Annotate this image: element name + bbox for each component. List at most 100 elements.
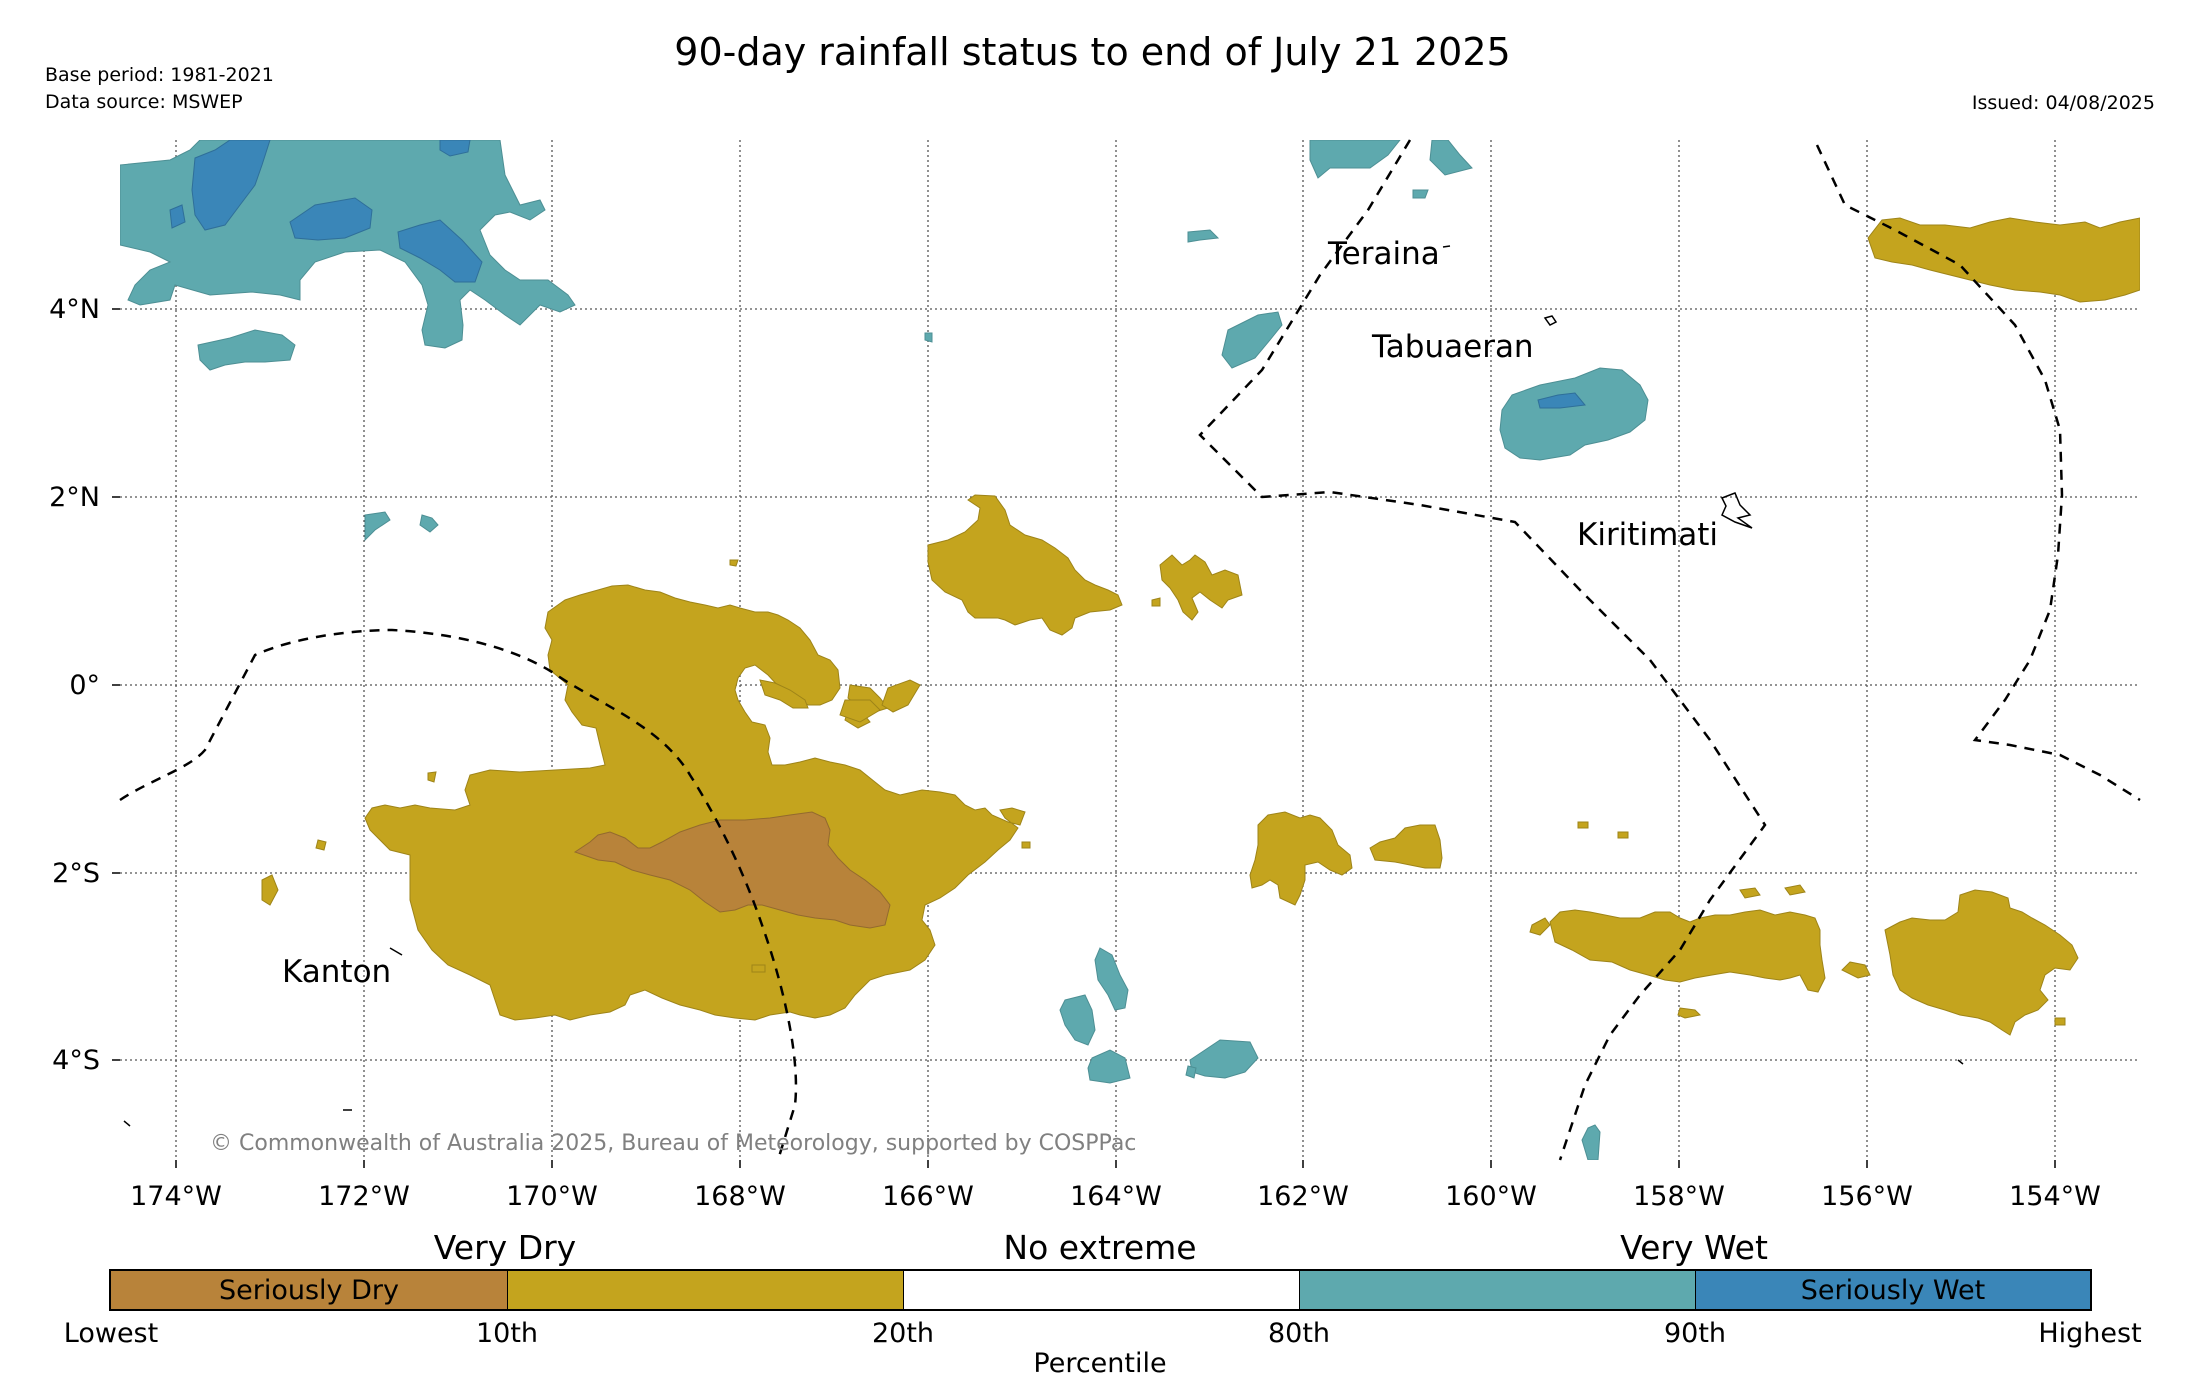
legend-tick-80th: 80th [1267,1318,1331,1349]
map-gridlines [120,140,2140,1160]
very-dry-patch-21 [1021,841,1031,849]
legend-box-very-wet [1299,1269,1696,1311]
very-dry-patch-13 [261,874,279,906]
lat-tick-4n: 4°N [49,294,100,325]
legend-tick-90th: 90th [1663,1318,1727,1349]
lon-tick-168w: 168°W [694,1181,786,1212]
seriously-wet-patch-1 [191,140,271,231]
lat-tick-0: 0° [69,670,100,701]
very-dry-patch-19 [1617,831,1629,839]
very-dry-patch-17 [1151,597,1161,607]
island-kiritimati [1720,492,1753,529]
very-dry-region-2 [927,494,1123,636]
seriously-wet-patch-2 [289,197,373,241]
boundary-lines [119,139,2141,1161]
legend-box-very-dry [507,1269,904,1311]
lon-tick-154w: 154°W [2009,1181,2101,1212]
island-kanton [389,947,403,956]
place-label-kiritimati: Kiritimati [1577,517,1718,553]
legend-box-seriously-wet: Seriously Wet [1695,1269,2092,1311]
very-wet-patch-10 [1094,947,1129,1011]
very-dry-patch-9 [1677,1007,1702,1019]
legend-tick-lowest: Lowest [63,1318,159,1349]
legend-box-label-seriously-wet: Seriously Wet [1800,1274,1986,1306]
seriously-dry-region [573,811,891,929]
very-dry-region-east-2 [1884,889,2079,1036]
base-period: Base period: 1981-2021 [45,64,274,86]
legend-tick-highest: Highest [2038,1318,2142,1349]
lon-tick-174w: 174°W [130,1181,222,1212]
seriously-dry-regions [573,811,891,929]
lon-tick-156w: 156°W [1821,1181,1913,1212]
very-dry-patch-1 [759,679,809,709]
very-dry-patch-20 [2054,1017,2066,1026]
lat-tick-4s: 4°S [52,1045,100,1076]
place-label-tabuaeran: Tabuaeran [1371,329,1534,365]
legend-box-no-extreme [903,1269,1300,1311]
very-wet-patch-6 [1412,189,1429,199]
island-fragment-3 [123,1120,131,1127]
boundary-kiribati-west [119,628,798,1161]
legend-box-label-seriously-dry: Seriously Dry [219,1274,399,1306]
legend-box-seriously-dry: Seriously Dry [109,1269,508,1311]
lon-tick-166w: 166°W [882,1181,974,1212]
very-dry-patch-22 [751,964,766,973]
seriously-wet-patch-6 [1537,392,1586,409]
very-dry-patch-12 [1784,884,1806,896]
place-label-teraina: Teraina [1327,236,1440,272]
legend-axis-label: Percentile [1033,1348,1167,1379]
very-dry-patch-8 [1841,961,1871,979]
very-wet-patch-15 [1581,1124,1601,1160]
very-wet-region-nw [120,140,576,349]
very-wet-patch-13 [1189,1039,1259,1079]
very-dry-patch-16 [729,559,739,567]
seriously-wet-regions [169,140,1586,409]
metadata-left: Base period: 1981-2021 Data source: MSWE… [45,62,274,116]
island-outlines [123,245,1964,1127]
lat-tick-2n: 2°N [49,482,100,513]
very-dry-region-main [364,584,1026,1021]
very-wet-patch-8 [1221,311,1283,369]
island-fragment-2 [1957,1059,1964,1065]
very-wet-patch-3 [419,514,439,533]
lon-tick-164w: 164°W [1070,1181,1162,1212]
very-wet-patch-7 [1187,229,1220,243]
very-wet-patch-5 [1429,140,1473,176]
very-wet-patch-9 [924,332,933,343]
seriously-wet-patch-5 [169,204,186,229]
very-wet-tabuaeran [1499,367,1649,461]
lon-tick-170w: 170°W [506,1181,598,1212]
island-tabuaeran [1543,315,1558,326]
very-dry-region-3 [1159,554,1243,621]
legend-label-very-dry: Very Dry [433,1228,577,1267]
very-dry-region-east-1 [1549,909,1826,993]
very-dry-patch-15 [427,771,437,783]
seriously-wet-patch-4 [439,140,471,157]
place-label-kanton: Kanton [282,954,391,990]
very-dry-patch-5 [881,679,921,713]
very-dry-patch-10 [1529,917,1551,936]
legend-tick-10th: 10th [475,1318,539,1349]
very-wet-regions [120,140,1649,1160]
map-frame [120,140,2140,1160]
very-dry-patch-7 [1369,824,1443,869]
very-wet-patch-1 [197,329,296,371]
boundary-kiribati-central [1198,139,1767,1161]
lat-tick-2s: 2°S [52,858,100,889]
legend-tick-20th: 20th [871,1318,935,1349]
very-dry-patch-4 [839,699,881,723]
very-wet-patch-4 [1309,140,1401,179]
very-wet-patch-11 [1059,994,1096,1046]
lon-tick-160w: 160°W [1445,1181,1537,1212]
seriously-wet-patch-3 [397,219,483,283]
boundary-kiribati-east [1815,144,2141,802]
map-title: 90-day rainfall status to end of July 21… [674,30,1511,74]
very-wet-patch-14 [1185,1065,1197,1079]
issued-date: Issued: 04/08/2025 [1971,92,2155,114]
lon-tick-158w: 158°W [1633,1181,1725,1212]
very-wet-patch-12 [1087,1049,1131,1084]
very-dry-regions [261,217,2140,1036]
legend-label-very-wet: Very Wet [1620,1228,1768,1267]
very-dry-patch-11 [1739,887,1761,899]
very-dry-region-ne [1867,217,2140,303]
